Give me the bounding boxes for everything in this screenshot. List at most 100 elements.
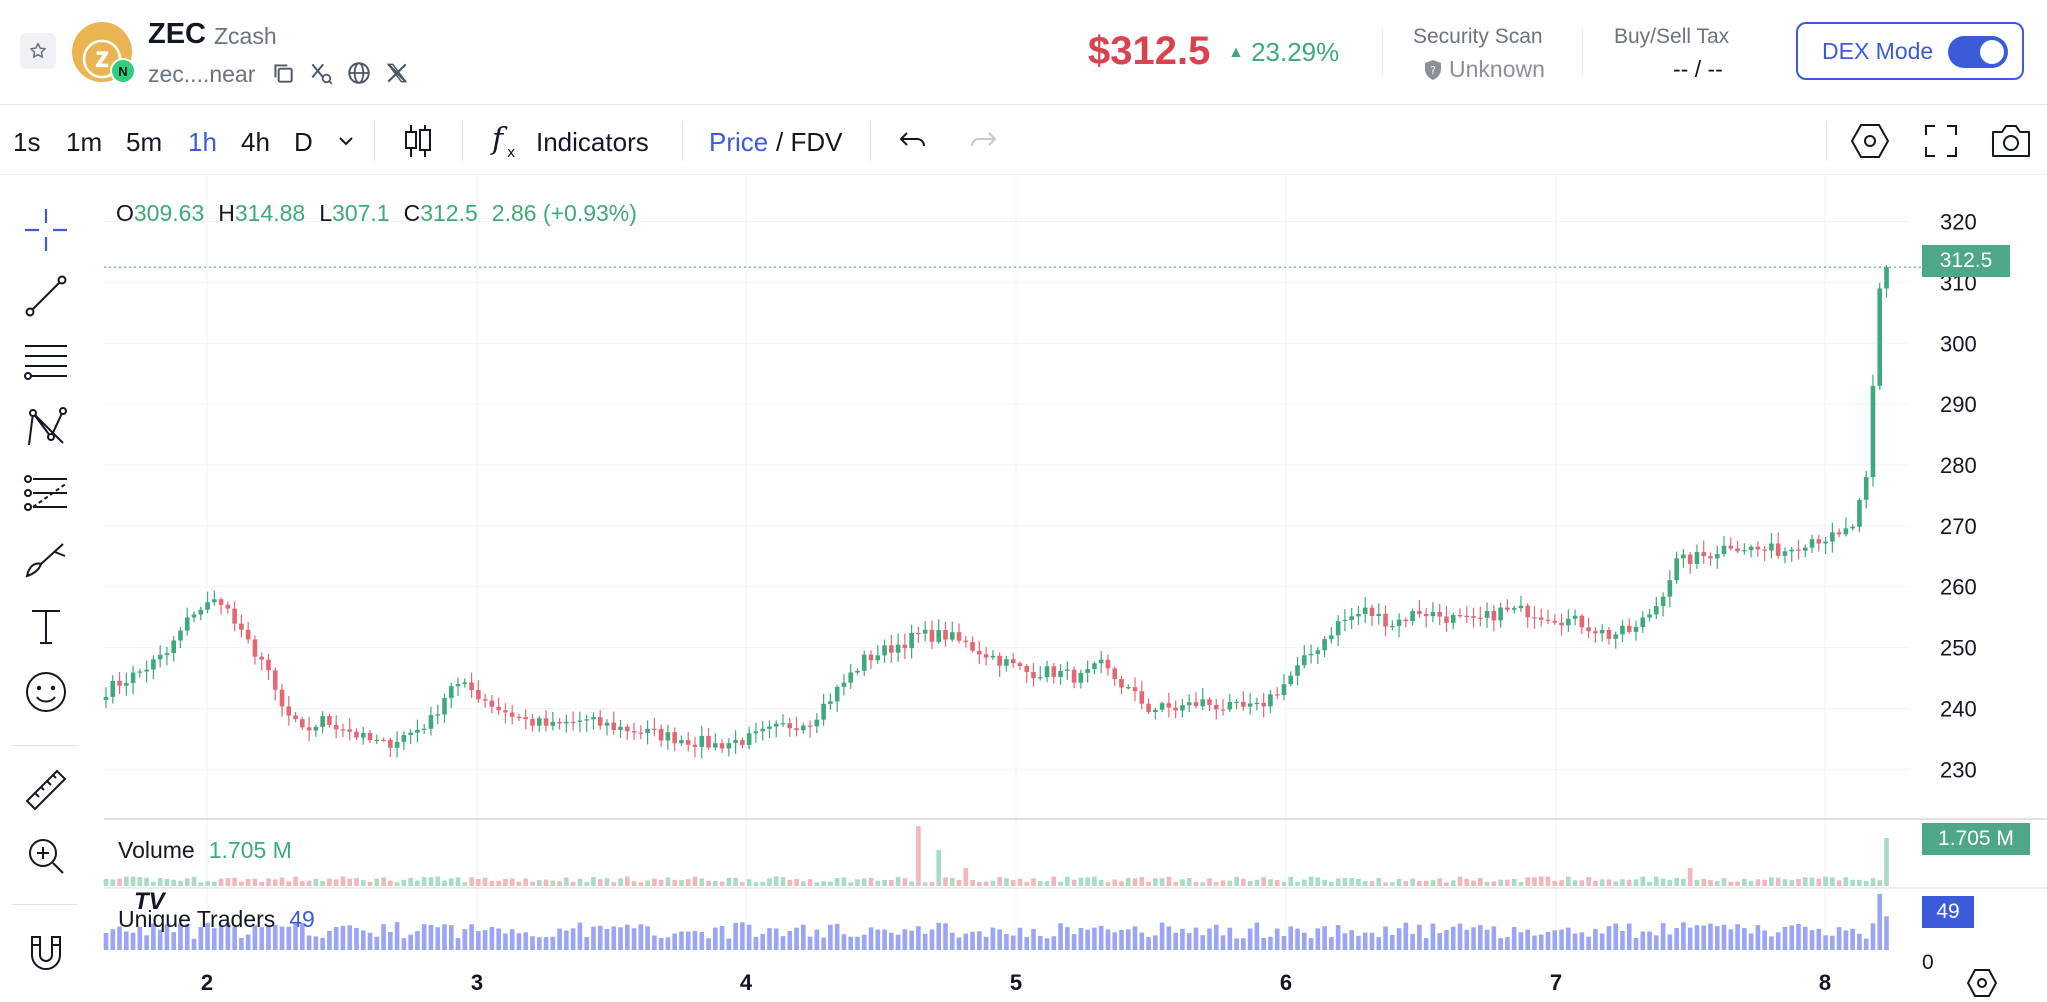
timeframe-1s[interactable]: 1s [13,127,41,157]
brush-tool[interactable] [20,534,72,586]
traders-bar [861,934,867,950]
candle-body [922,629,928,634]
emoji-tool[interactable] [20,666,72,718]
chevron-down-icon[interactable] [336,131,356,151]
candle-body [1769,543,1774,551]
volume-bar [767,878,772,886]
volume-bar [1112,879,1118,886]
candle-body [279,689,285,707]
volume-bar [286,881,292,886]
candle-body [1335,621,1341,636]
prediction-tool[interactable] [20,468,72,520]
globe-icon[interactable] [346,60,372,86]
candlesticks [103,264,1922,759]
candle-body [733,740,738,744]
candle-body [184,617,190,631]
search-x-icon[interactable] [308,60,334,86]
candle-body [658,728,664,741]
traders-bar [1031,929,1036,950]
time-tick-label: 6 [1280,970,1292,995]
candle-body [577,720,583,722]
ruler-tool[interactable] [20,764,72,816]
redo-icon[interactable] [967,127,999,155]
favorite-button[interactable] [20,33,56,69]
timeframe-4h[interactable]: 4h [241,127,270,157]
trend-line-tool[interactable] [20,270,72,322]
timeframe-1h[interactable]: 1h [188,127,217,157]
traders-bar [388,932,393,950]
candle-body [1593,631,1598,634]
candle-body [1396,619,1402,626]
candle-body [1505,607,1510,610]
candle-body [618,726,623,731]
traders-bar [597,925,603,950]
timeframe-5m[interactable]: 5m [126,127,163,157]
traders-bar [1390,935,1395,950]
camera-icon[interactable] [1990,123,2032,159]
traders-bar [178,923,183,950]
candle-body [1620,625,1625,635]
security-scan-value[interactable]: ? Unknown [1423,56,1545,83]
pattern-tool[interactable] [20,402,72,454]
traders-bar [1857,933,1862,950]
crosshair-tool[interactable] [20,204,72,256]
tradingview-logo[interactable]: TV [134,888,165,915]
volume-bar [1599,879,1605,886]
volume-bar [1234,876,1239,886]
traders-bar [977,931,982,950]
candle-body [1640,617,1646,627]
magnet-tool[interactable] [20,928,72,980]
volume-bar [652,878,657,886]
candle-body [1051,666,1057,677]
undo-icon[interactable] [897,127,929,155]
time-tick-label: 4 [740,970,753,995]
candle-body [496,706,501,711]
candles-icon[interactable] [402,123,434,159]
copy-icon[interactable] [270,60,296,86]
volume-bar [834,878,840,886]
settings-hexagon-icon[interactable] [1966,968,1998,998]
price-toggle[interactable]: Price [709,127,769,157]
traders-bar [699,932,705,950]
fullscreen-icon[interactable] [1924,124,1958,158]
time-tick-label: 7 [1550,970,1562,995]
timeframe-d[interactable]: D [294,127,313,157]
x-twitter-icon[interactable] [384,60,410,86]
dex-mode-toggle[interactable]: DEX Mode [1796,22,2024,80]
traders-bar [408,934,413,950]
candle-body [1532,617,1537,619]
candle-body [895,644,901,653]
candle-body [401,735,407,742]
candle-body [1227,701,1233,710]
volume-bar [327,878,332,886]
volume-bar [1674,877,1679,886]
settings-hexagon-icon[interactable] [1850,122,1890,160]
volume-bar [1660,878,1666,886]
toggle-switch[interactable] [1948,36,2008,68]
volume-bar [239,881,244,886]
volume-bar [1315,877,1321,886]
volume-bar [1863,881,1869,886]
volume-bar [225,878,231,886]
indicators-button[interactable]: Indicators [536,127,649,157]
candle-body [699,735,705,747]
candle-body [1207,699,1212,705]
timeframe-1m[interactable]: 1m [66,127,103,157]
traders-bar [1247,928,1253,950]
price-tick-label: 320 [1940,210,1977,235]
traders-bar [1193,927,1199,950]
fib-levels-tool[interactable] [20,336,72,388]
volume-bar [1186,878,1192,886]
traders-bar [421,924,427,950]
candle-body [1024,666,1030,672]
candle-body [929,629,935,642]
traders-bar [306,935,312,950]
candle-body [1809,539,1815,548]
volume-bar [1559,880,1564,886]
text-tool[interactable] [20,600,72,652]
candle-body [1376,613,1382,616]
fdv-toggle[interactable]: / FDV [776,127,843,157]
zoom-in-tool[interactable] [20,830,72,882]
